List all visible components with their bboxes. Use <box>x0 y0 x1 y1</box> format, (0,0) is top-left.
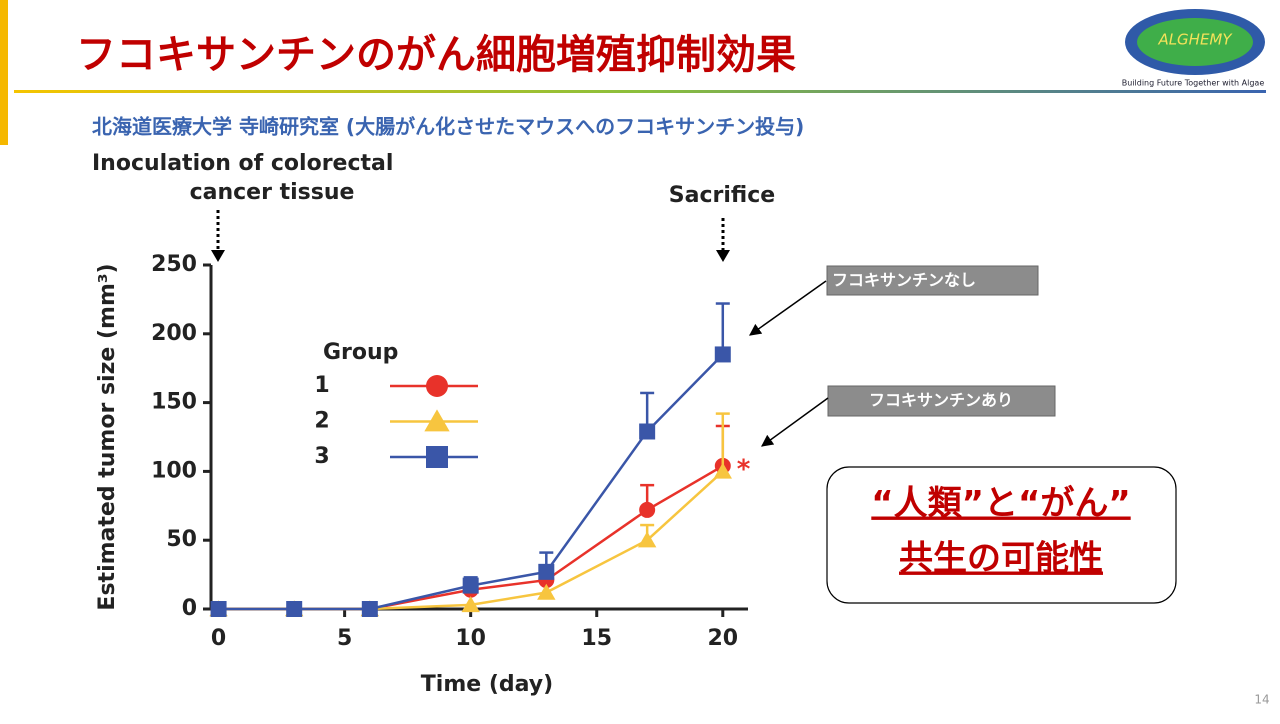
annotation: cancer tissue <box>190 180 355 205</box>
chart: Inoculation of colorectal cancer tissue … <box>92 151 775 697</box>
significance: * <box>737 454 751 484</box>
marker <box>361 601 378 617</box>
legend-label: 2 <box>314 409 329 434</box>
legend-label: 1 <box>314 373 329 398</box>
legend-marker <box>426 446 448 468</box>
marker <box>639 501 656 518</box>
callout-text: フコキサンチンあり <box>869 391 1013 410</box>
annotation: Inoculation of colorectal <box>92 151 393 176</box>
x-tick-label: 20 <box>707 626 738 651</box>
callout-text: フコキサンチンなし <box>832 271 976 290</box>
y-axis-label: Estimated tumor size (mm³) <box>95 263 120 610</box>
title-rule <box>14 90 1266 93</box>
arrow-head <box>211 250 225 262</box>
y-tick-label: 50 <box>166 527 197 552</box>
annotation: Sacrifice <box>669 183 775 208</box>
subtitle: 北海道医療大学 寺崎研究室 (大腸がん化させたマウスへのフコキサンチン投与) <box>92 115 804 139</box>
x-tick-label: 5 <box>337 626 352 651</box>
logo-text: ALGHEMY <box>1157 31 1233 49</box>
marker <box>462 577 479 594</box>
x-tick-label: 0 <box>211 626 226 651</box>
message-box <box>826 466 1177 604</box>
callout-arrow <box>749 280 827 336</box>
tagline: Building Future Together with Algae <box>1122 79 1265 88</box>
legend-label: 3 <box>314 444 329 469</box>
x-axis-label: Time (day) <box>421 672 553 697</box>
y-tick-label: 100 <box>151 458 197 483</box>
marker <box>713 462 732 479</box>
callout-arrow <box>761 397 829 447</box>
marker <box>714 346 731 363</box>
x-tick-label: 15 <box>581 626 612 651</box>
message: 共生の可能性 <box>899 539 1103 579</box>
page-number: 14 <box>1254 693 1269 707</box>
accent-bar <box>0 0 8 145</box>
marker <box>537 583 556 600</box>
legend-marker <box>424 409 450 432</box>
marker <box>461 596 480 613</box>
legend-title: Group <box>323 340 398 365</box>
marker <box>639 423 656 440</box>
legend-marker <box>426 375 448 397</box>
arrow-head <box>716 250 730 262</box>
marker <box>210 601 227 617</box>
marker <box>538 563 555 580</box>
x-tick-label: 10 <box>455 626 486 651</box>
y-tick-label: 0 <box>182 596 197 621</box>
marker <box>286 601 303 617</box>
y-tick-label: 200 <box>151 321 197 346</box>
y-tick-label: 150 <box>151 390 197 415</box>
slide-title: フコキサンチンのがん細胞増殖抑制効果 <box>76 32 796 78</box>
callout-box <box>827 385 1056 417</box>
message: “人類”と“がん” <box>871 484 1130 524</box>
logo-inner <box>1137 18 1253 66</box>
callout-box <box>826 265 1039 296</box>
marker <box>637 531 657 548</box>
y-tick-label: 250 <box>151 252 197 277</box>
